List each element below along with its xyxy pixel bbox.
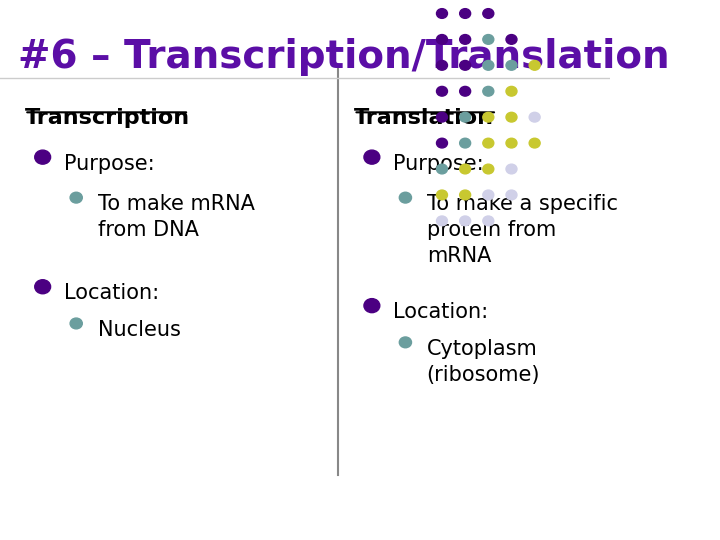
Circle shape	[529, 112, 540, 122]
Text: Nucleus: Nucleus	[97, 320, 181, 340]
Circle shape	[483, 35, 494, 44]
Circle shape	[436, 112, 447, 122]
Text: Location:: Location:	[393, 302, 488, 322]
Circle shape	[400, 337, 412, 348]
Circle shape	[459, 112, 471, 122]
Circle shape	[506, 164, 517, 174]
Text: Transcription: Transcription	[24, 108, 189, 128]
Circle shape	[529, 60, 540, 70]
Circle shape	[483, 9, 494, 18]
Circle shape	[483, 60, 494, 70]
Circle shape	[364, 299, 380, 313]
Circle shape	[506, 138, 517, 148]
Circle shape	[436, 164, 447, 174]
Circle shape	[459, 164, 471, 174]
Circle shape	[35, 280, 50, 294]
Circle shape	[459, 190, 471, 200]
Circle shape	[436, 86, 447, 96]
Text: To make mRNA
from DNA: To make mRNA from DNA	[97, 194, 254, 240]
Circle shape	[459, 35, 471, 44]
Circle shape	[506, 60, 517, 70]
Circle shape	[506, 112, 517, 122]
Circle shape	[70, 192, 82, 203]
Text: Cytoplasm
(ribosome): Cytoplasm (ribosome)	[427, 339, 540, 384]
Circle shape	[506, 35, 517, 44]
Circle shape	[364, 150, 380, 164]
Circle shape	[436, 60, 447, 70]
Circle shape	[459, 138, 471, 148]
Circle shape	[436, 35, 447, 44]
Circle shape	[483, 112, 494, 122]
Circle shape	[506, 190, 517, 200]
Circle shape	[459, 60, 471, 70]
Circle shape	[436, 9, 447, 18]
Circle shape	[483, 164, 494, 174]
Circle shape	[506, 86, 517, 96]
Circle shape	[483, 138, 494, 148]
Circle shape	[459, 9, 471, 18]
Circle shape	[459, 216, 471, 226]
Circle shape	[529, 138, 540, 148]
Text: Location:: Location:	[64, 284, 159, 303]
Text: Translation: Translation	[354, 108, 494, 128]
Circle shape	[483, 190, 494, 200]
Circle shape	[400, 192, 412, 203]
Circle shape	[35, 150, 50, 164]
Text: Purpose:: Purpose:	[64, 154, 155, 174]
Text: #6 – Transcription/Translation: #6 – Transcription/Translation	[18, 38, 670, 76]
Circle shape	[70, 318, 82, 329]
Circle shape	[459, 86, 471, 96]
Circle shape	[436, 216, 447, 226]
Circle shape	[436, 190, 447, 200]
Circle shape	[483, 216, 494, 226]
Circle shape	[483, 86, 494, 96]
Text: Purpose:: Purpose:	[393, 154, 484, 174]
Text: To make a specific
protein from
mRNA: To make a specific protein from mRNA	[427, 194, 618, 266]
Circle shape	[436, 138, 447, 148]
